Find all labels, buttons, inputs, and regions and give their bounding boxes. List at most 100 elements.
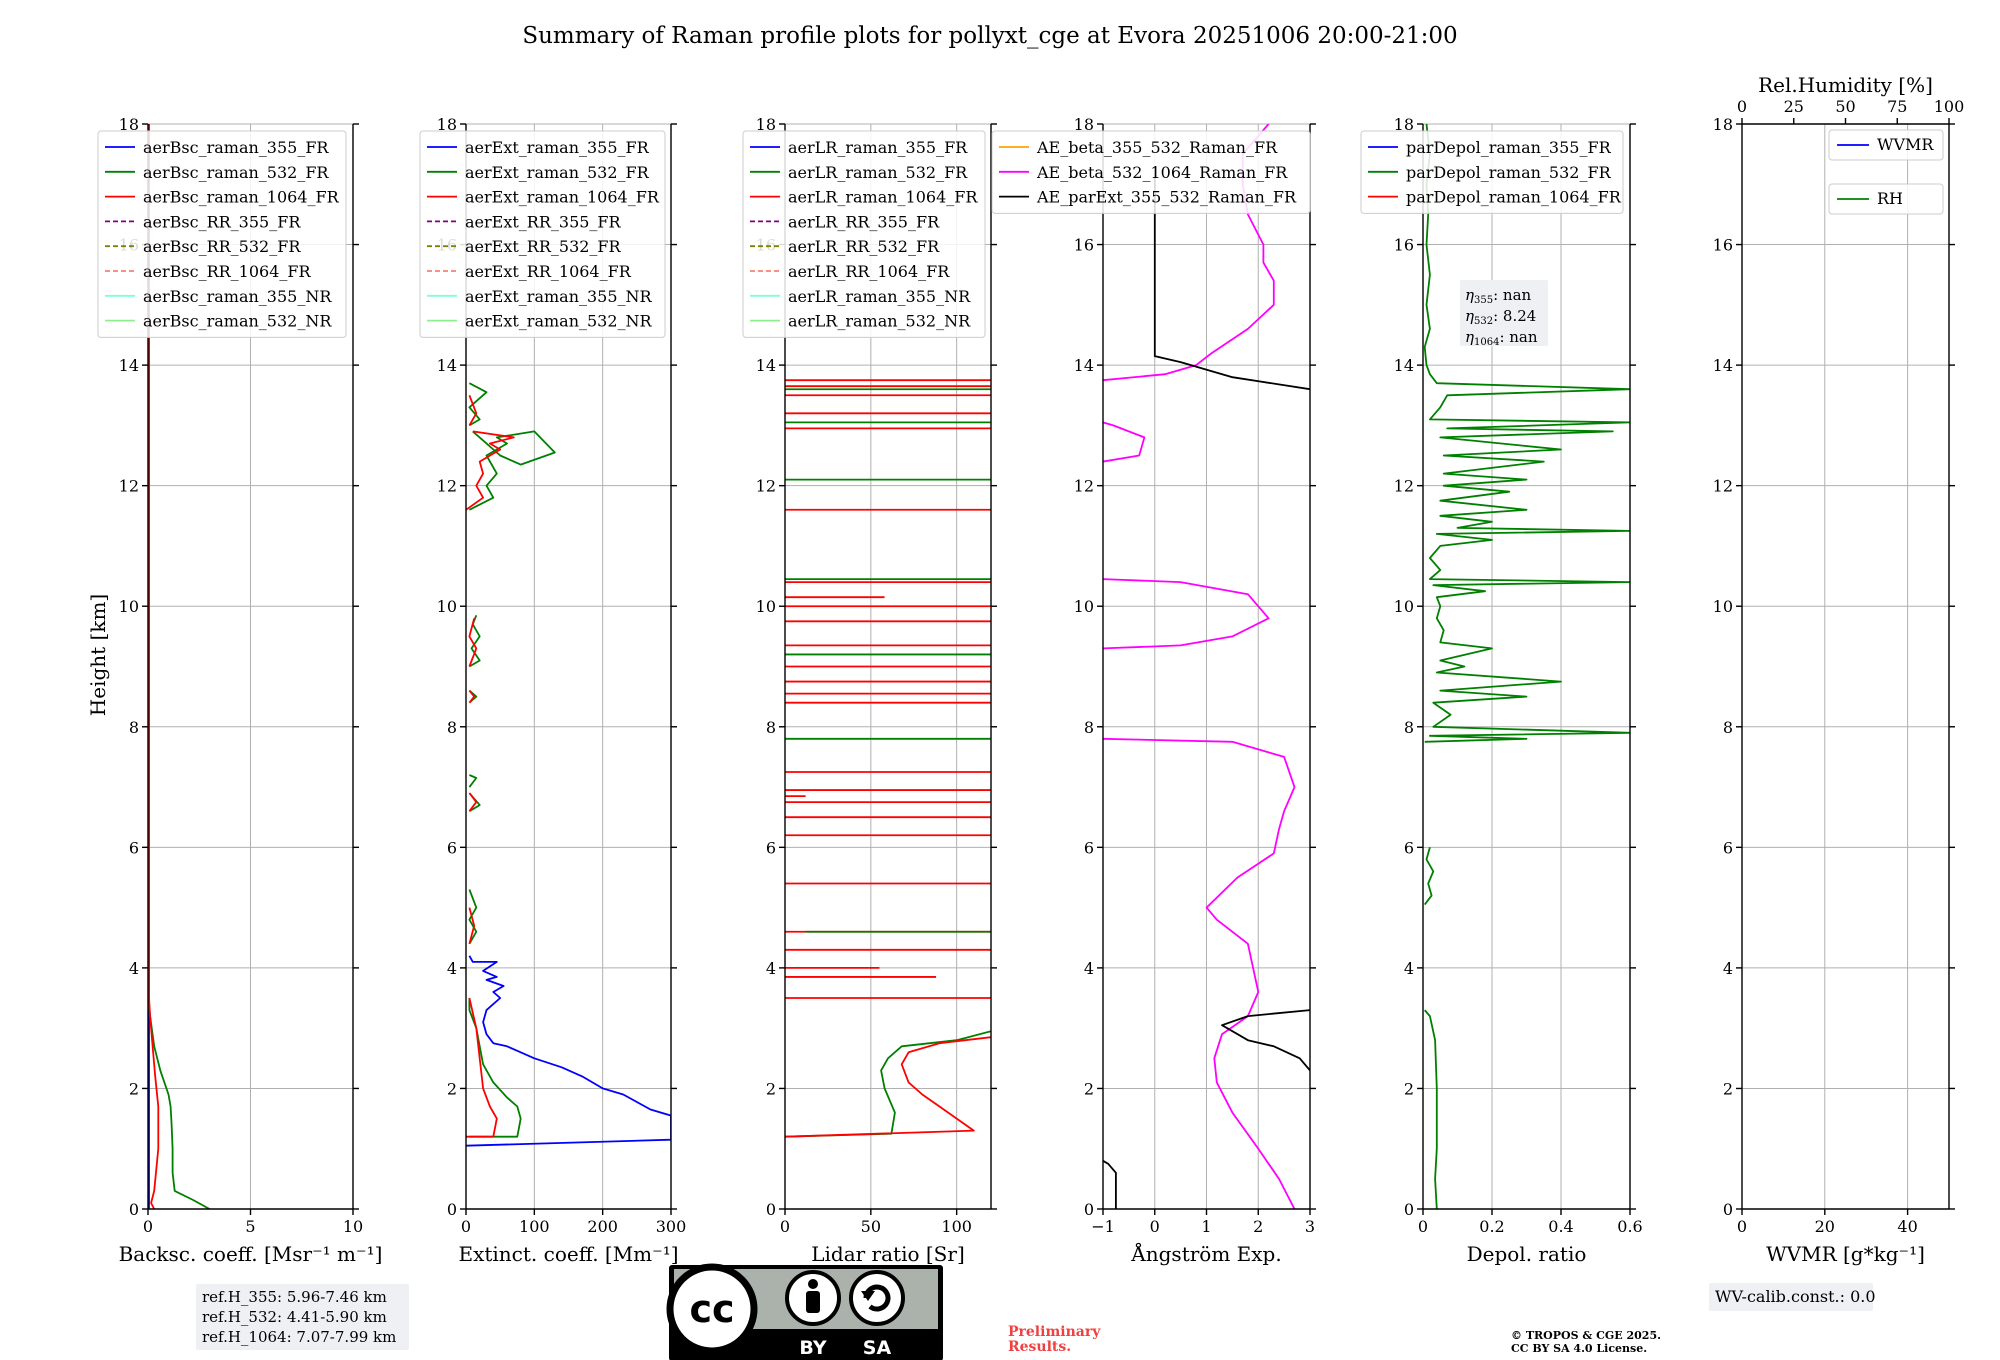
x-tick-label: −1 <box>1091 1217 1115 1236</box>
legend-label: aerBsc_raman_532_NR <box>143 312 332 331</box>
legend-label: aerBsc_RR_532_FR <box>143 237 301 256</box>
y-tick-label: 16 <box>1394 236 1414 255</box>
y-tick-label: 8 <box>447 718 457 737</box>
y-tick-label: 2 <box>1723 1079 1733 1098</box>
x-tick-label: 0.2 <box>1479 1217 1504 1236</box>
y-tick-label: 12 <box>756 477 776 496</box>
legend-label: parDepol_raman_532_FR <box>1406 163 1612 182</box>
x-tick-label: 2 <box>1253 1217 1263 1236</box>
x-axis-label: Ångström Exp. <box>1130 1241 1281 1266</box>
y-axis-label: Height [km] <box>86 594 110 716</box>
badge-by-text: BY <box>799 1337 826 1359</box>
y-tick-label: 18 <box>1713 115 1733 134</box>
y-tick-label: 14 <box>1394 356 1414 375</box>
y-tick-label: 6 <box>766 838 776 857</box>
legend-label: aerLR_RR_355_FR <box>788 212 940 231</box>
y-tick-label: 14 <box>756 356 776 375</box>
x-tick-label: 0 <box>1737 1217 1747 1236</box>
y-tick-label: 6 <box>447 838 457 857</box>
y-tick-label: 18 <box>437 115 457 134</box>
legend-frame <box>1828 183 1944 215</box>
x-tick-label: 0 <box>461 1217 471 1236</box>
y-tick-label: 8 <box>129 718 139 737</box>
legend-label: aerLR_raman_355_NR <box>788 287 971 306</box>
y-tick-label: 2 <box>447 1079 457 1098</box>
y-tick-label: 10 <box>1394 597 1414 616</box>
legend-label: aerExt_raman_355_NR <box>465 287 653 306</box>
copyright-line2: CC BY SA 4.0 License. <box>1511 1342 1647 1355</box>
legend-label: AE_beta_355_532_Raman_FR <box>1036 138 1278 157</box>
wv-calib-box: WV-calib.const.: 0.0 <box>1709 1283 1876 1311</box>
y-tick-label: 2 <box>766 1079 776 1098</box>
legend-label: aerExt_raman_532_NR <box>465 312 653 331</box>
x-axis-label: WVMR [g*kg⁻¹] <box>1766 1242 1925 1266</box>
y-tick-label: 14 <box>437 356 457 375</box>
y-tick-label: 18 <box>1394 115 1414 134</box>
legend-label: parDepol_raman_1064_FR <box>1406 188 1622 207</box>
x-tick-label: 10 <box>343 1217 363 1236</box>
legend-label: aerLR_raman_1064_FR <box>788 188 978 207</box>
x-tick-label: 50 <box>861 1217 881 1236</box>
x-tick-label: 0 <box>1150 1217 1160 1236</box>
x-axis-label: Backsc. coeff. [Msr⁻¹ m⁻¹] <box>119 1242 383 1266</box>
y-tick-label: 0 <box>1404 1200 1414 1219</box>
series-aerExt_raman_1064_FR <box>466 394 515 1138</box>
legend-label: aerExt_raman_355_FR <box>465 138 650 157</box>
preliminary-label-line1: Preliminary <box>1008 1324 1101 1340</box>
ref-height-box: ref.H_355: 5.96-7.46 km ref.H_532: 4.41-… <box>196 1284 409 1350</box>
legend-label: aerBsc_raman_355_NR <box>143 287 332 306</box>
y-tick-label: 14 <box>1713 356 1733 375</box>
top-x-tick-label: 0 <box>1737 97 1747 116</box>
y-tick-label: 10 <box>119 597 139 616</box>
cc-logo-text: cc <box>689 1287 734 1331</box>
legend-label: WVMR <box>1877 135 1934 154</box>
y-tick-label: 6 <box>1404 838 1414 857</box>
y-tick-label: 8 <box>1404 718 1414 737</box>
y-tick-label: 16 <box>1713 236 1733 255</box>
x-tick-label: 0 <box>1418 1217 1428 1236</box>
y-tick-label: 0 <box>129 1200 139 1219</box>
x-tick-label: 100 <box>519 1217 550 1236</box>
top-axis-label: Rel.Humidity [%] <box>1758 73 1933 97</box>
cc-logo-icon <box>666 1263 758 1355</box>
x-tick-label: 0 <box>780 1217 790 1236</box>
y-tick-label: 10 <box>756 597 776 616</box>
panel-extinction: 0246810121416180100200300Extinct. coeff.… <box>419 115 687 1266</box>
x-tick-label: 100 <box>941 1217 972 1236</box>
plot-area <box>785 379 991 1138</box>
legend: aerBsc_raman_355_FR aerBsc_raman_532_FRae… <box>97 130 347 338</box>
legend-label: aerBsc_raman_1064_FR <box>143 188 340 207</box>
y-tick-label: 12 <box>1713 477 1733 496</box>
y-tick-label: 12 <box>119 477 139 496</box>
series-AE_parExt_355_532_Raman_FR <box>1103 166 1310 1209</box>
y-tick-label: 2 <box>129 1079 139 1098</box>
x-axis-label: Extinct. coeff. [Mm⁻¹] <box>458 1242 678 1266</box>
x-tick-label: 200 <box>587 1217 618 1236</box>
y-tick-label: 18 <box>1074 115 1094 134</box>
series-aerBsc_raman_1064_FR <box>148 124 160 1209</box>
y-tick-label: 16 <box>1074 236 1094 255</box>
legend-label: aerBsc_RR_355_FR <box>143 212 301 231</box>
y-tick-label: 10 <box>437 597 457 616</box>
plot-area <box>1423 124 1630 1209</box>
x-tick-label: 20 <box>1815 1217 1835 1236</box>
legend: aerLR_raman_355_FR aerLR_raman_532_FR aerL… <box>742 130 986 338</box>
legend-label: aerBsc_raman_532_FR <box>143 163 329 182</box>
eta-label-0: η355: nan <box>1465 286 1532 306</box>
eta-label-2: η1064: nan <box>1465 328 1538 348</box>
legend-label: aerLR_raman_532_FR <box>788 163 968 182</box>
y-tick-label: 6 <box>129 838 139 857</box>
x-tick-label: 300 <box>656 1217 687 1236</box>
x-tick-label: 1 <box>1201 1217 1211 1236</box>
x-axis-label: Depol. ratio <box>1467 1242 1587 1266</box>
panel-lidar-ratio: 024681012141618050100Lidar ratio [Sr]aer… <box>742 115 997 1266</box>
y-tick-label: 4 <box>129 959 139 978</box>
charts-area: 0246810121416180510Backsc. coeff. [Msr⁻¹… <box>97 73 1964 1266</box>
y-tick-label: 14 <box>1074 356 1094 375</box>
y-tick-label: 4 <box>766 959 776 978</box>
legend-label: aerExt_raman_1064_FR <box>465 188 660 207</box>
badge-sa-text: SA <box>863 1337 892 1359</box>
ref-height-532: ref.H_532: 4.41-5.90 km <box>202 1308 387 1326</box>
legend-label: aerExt_RR_355_FR <box>465 212 622 231</box>
